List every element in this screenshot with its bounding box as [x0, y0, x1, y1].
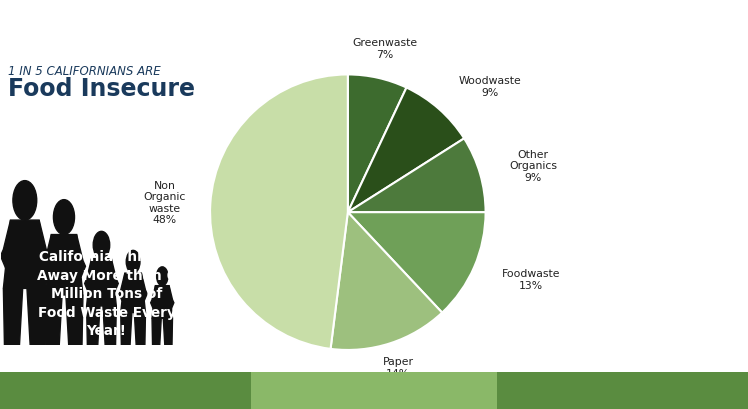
Polygon shape — [103, 306, 116, 346]
Polygon shape — [4, 220, 46, 289]
Polygon shape — [45, 235, 83, 295]
Text: Organic Waste Is the Largest Waste Stream in California: Organic Waste Is the Largest Waste Strea… — [42, 13, 706, 34]
Text: Foodwaste
13%: Foodwaste 13% — [502, 268, 560, 290]
Polygon shape — [27, 289, 46, 346]
Text: Other
Organics
9%: Other Organics 9% — [509, 149, 557, 182]
Wedge shape — [348, 88, 465, 213]
Polygon shape — [141, 274, 147, 301]
Ellipse shape — [94, 232, 110, 259]
FancyBboxPatch shape — [0, 372, 251, 409]
Wedge shape — [210, 75, 348, 349]
Wedge shape — [348, 75, 406, 213]
Text: Greenwaste
7%: Greenwaste 7% — [352, 38, 417, 60]
Polygon shape — [66, 295, 83, 346]
Polygon shape — [39, 220, 49, 268]
Polygon shape — [119, 274, 125, 301]
Polygon shape — [4, 289, 22, 346]
Polygon shape — [1, 220, 10, 268]
Polygon shape — [135, 313, 145, 346]
Ellipse shape — [13, 181, 37, 220]
Ellipse shape — [126, 251, 140, 274]
Polygon shape — [163, 319, 173, 346]
Wedge shape — [331, 213, 442, 350]
Polygon shape — [169, 286, 174, 309]
Polygon shape — [120, 274, 145, 313]
Polygon shape — [152, 286, 173, 319]
Polygon shape — [87, 259, 116, 306]
Ellipse shape — [53, 200, 75, 235]
Polygon shape — [150, 286, 156, 309]
Polygon shape — [111, 259, 118, 292]
Polygon shape — [87, 306, 100, 346]
Text: Paper
14%: Paper 14% — [382, 356, 414, 378]
FancyBboxPatch shape — [497, 372, 748, 409]
Wedge shape — [348, 139, 485, 213]
Text: of
Organic Waste in
2018: of Organic Waste in 2018 — [583, 234, 700, 283]
Polygon shape — [120, 313, 132, 346]
Polygon shape — [45, 295, 62, 346]
Polygon shape — [85, 259, 91, 292]
Text: Non
Organic
waste
48%: Non Organic waste 48% — [143, 180, 186, 225]
Polygon shape — [43, 235, 52, 277]
Text: California
Disposed of
approximately: California Disposed of approximately — [589, 56, 694, 105]
Wedge shape — [348, 213, 485, 313]
Text: Woodwaste
9%: Woodwaste 9% — [459, 76, 521, 98]
Text: 24
Million Tons: 24 Million Tons — [582, 169, 701, 207]
Text: California Throws
Away More than 6
Million Tons of
Food Waste Every
Year!: California Throws Away More than 6 Milli… — [37, 250, 176, 337]
FancyBboxPatch shape — [251, 372, 497, 409]
Text: 1 IN 5 CALIFORNIANS ARE: 1 IN 5 CALIFORNIANS ARE — [8, 65, 161, 78]
Polygon shape — [76, 235, 85, 277]
Polygon shape — [152, 319, 162, 346]
Text: Food Insecure: Food Insecure — [8, 77, 195, 101]
Ellipse shape — [156, 267, 168, 286]
